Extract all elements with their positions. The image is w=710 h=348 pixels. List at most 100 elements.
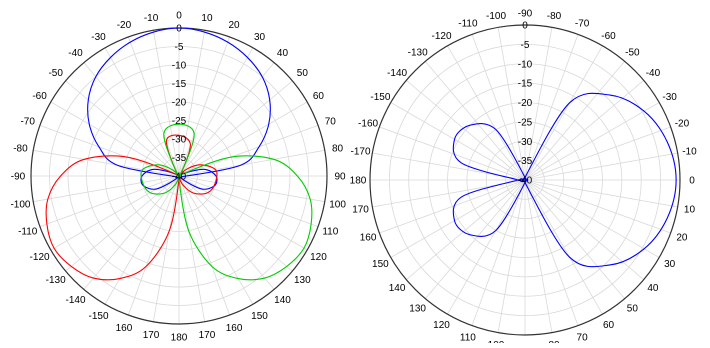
angle-tick-label: 20 [676,233,688,244]
grid-spoke [178,175,206,322]
grid-spoke [39,125,180,177]
angle-tick-label: -10 [144,13,159,24]
grid-spoke [178,80,293,177]
radial-tick-label: -40 [172,172,187,183]
grid-spoke [471,34,526,181]
grid-spoke [524,34,579,181]
angle-tick-label: 60 [603,320,615,331]
series-line [179,164,218,195]
angle-tick-label: 150 [251,311,268,322]
angle-tick-label: 50 [627,303,639,314]
angle-tick-label: -140 [66,295,86,306]
radial-tick-label: -15 [172,79,187,90]
grid-spoke [497,27,526,181]
grid-spoke [128,36,180,177]
grid-spoke [178,175,325,203]
radial-tick-label: -25 [518,117,533,128]
grid-spoke [50,101,180,177]
grid-spoke [390,179,526,258]
polar-grid [369,24,681,336]
grid-spoke [178,175,275,290]
angle-tick-label: 170 [143,330,160,341]
angle-tick-label: 120 [433,320,450,331]
radial-tick-label: 0 [522,21,528,32]
grid-spoke [524,80,644,181]
grid-spoke [178,175,293,272]
grid-spoke [178,101,308,177]
radial-tick-label: -35 [172,153,187,164]
grid-spoke [65,80,180,177]
series-line [519,92,677,268]
polar-chart-2: 0-5-10-15-20-25-30-35-40-90 -80-70-60-50-… [350,9,697,348]
grid-spoke [524,179,644,280]
grid-spoke [104,175,180,305]
angle-tick-label: -80 [547,11,562,22]
grid-spoke [65,175,180,272]
angle-tick-label: -140 [387,68,407,79]
grid-spoke [379,179,526,234]
grid-spoke [152,30,180,177]
angle-tick-label: 130 [294,275,311,286]
angle-tick-label: -60 [601,31,616,42]
series-line [452,123,529,237]
angle-tick-label: -80 [13,144,28,155]
angle-tick-label: -30 [662,92,677,103]
grid-spoke [524,27,553,181]
outer-ring [369,24,681,336]
angle-tick-label: 170 [352,205,369,216]
grid-spoke [33,175,180,203]
angle-tick-label: 40 [647,283,659,294]
grid-spoke [524,61,625,181]
angle-tick-label: 180 [350,176,367,187]
series-line [176,155,313,281]
series-line [140,164,179,195]
angle-tick-label: 160 [116,323,133,334]
angle-tick-label: 20 [229,20,241,31]
angle-tick-label: -100 [486,11,506,22]
radial-tick-label: -35 [518,156,533,167]
angle-tick-label: 100 [329,199,346,210]
angle-tick-label: 60 [313,91,325,102]
angle-tick-label: 30 [664,259,676,270]
angle-tick-label: 90 [334,172,346,183]
angle-tick-label: -20 [675,118,690,129]
grid-spoke [524,179,579,326]
angle-tick-label: -10 [682,147,697,158]
radial-tick-label: -40 [518,176,533,187]
radial-tick-label: 0 [176,24,182,35]
grid-spoke [178,175,254,305]
grid-spoke [152,175,180,322]
grid-spoke [128,175,180,316]
grid-spoke [178,30,206,177]
angle-tick-label: 80 [332,144,344,155]
grid-spoke [524,45,603,181]
angle-tick-label: 160 [360,233,377,244]
radial-tick-label: -20 [172,98,187,109]
grid-spoke [447,45,526,181]
series-group [452,92,677,268]
angle-tick-label: -50 [48,68,63,79]
angle-tick-label: 70 [325,116,337,127]
grid-spoke [379,126,526,181]
angle-tick-label: -100 [10,199,30,210]
angle-tick-label: 170 [199,330,216,341]
grid-spoke [524,102,660,181]
angle-tick-label: -30 [91,32,106,43]
radial-tick-labels: 0 -5 -10 -15 -20 -25 -30 -35 -40 [518,21,533,187]
angle-tick-label: -70 [20,116,35,127]
angle-tick-label: -130 [46,275,66,286]
angle-tick-label: 0 [176,11,182,22]
radial-tick-labels: 0 -5 -10 -15 -20 -25 -30 -35 -40 [172,24,187,183]
angle-tick-label: 40 [277,48,289,59]
angle-tick-label: 150 [372,259,389,270]
angle-tick-label: -90 [518,9,533,20]
radial-tick-label: -30 [172,135,187,146]
grid-spoke [178,149,325,177]
radial-tick-label: -5 [175,42,184,53]
grid-spoke [83,175,180,290]
angle-tick-label: -20 [117,20,132,31]
angle-tick-label: 120 [310,252,327,263]
angle-tick-label: 30 [254,32,266,43]
angle-tick-label: -160 [358,118,378,129]
angle-tick-label: -110 [458,19,478,30]
